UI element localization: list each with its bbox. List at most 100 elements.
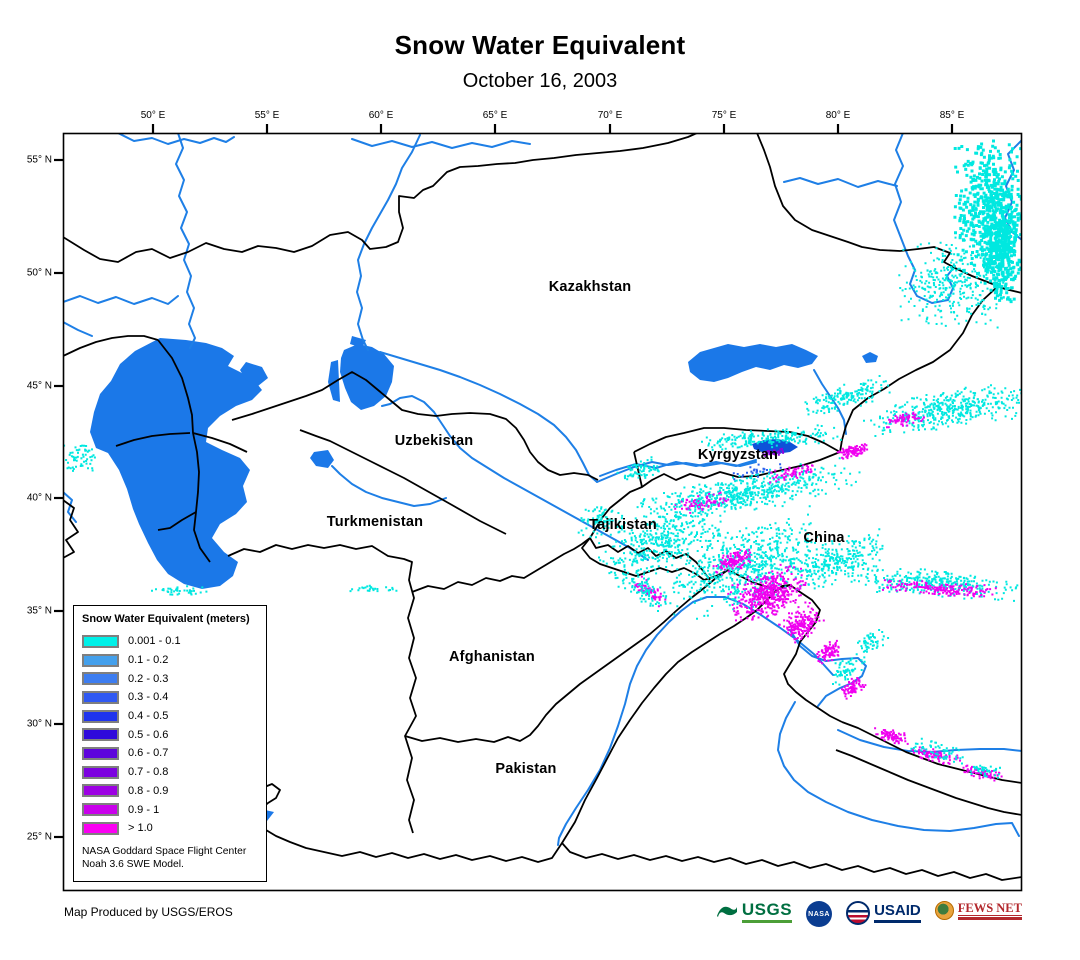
- snow-cluster-cyan: [349, 584, 398, 593]
- lon-label: 50° E: [140, 110, 166, 121]
- map-frame: [62, 132, 1023, 892]
- usgs-wave-icon: [716, 906, 737, 917]
- snow-cluster-magenta: [769, 464, 814, 484]
- country-label-uzbekistan: Uzbekistan: [394, 433, 474, 449]
- usaid-tagline-bar: [874, 920, 921, 923]
- snow-cluster-magenta: [874, 727, 909, 745]
- legend-row: 0.001 - 0.1: [82, 632, 260, 651]
- nasa-logo-text: NASA: [808, 910, 830, 918]
- legend-swatch: [82, 709, 119, 723]
- country-label-kyrgyzstan: Kyrgyzstan: [697, 447, 779, 463]
- snow-cluster-magenta: [962, 764, 1003, 782]
- logo-fewsnet: FEWS NET: [934, 901, 1022, 921]
- snow-cluster-cyan: [804, 375, 891, 416]
- snow-cluster-magenta: [634, 575, 667, 608]
- logo-strip: USGS NASA USAID FEWS NET: [716, 901, 1022, 927]
- legend-note-line2: Noah 3.6 SWE Model.: [82, 858, 184, 870]
- legend-range-label: 0.001 - 0.1: [128, 635, 181, 648]
- snow-cluster-purple: [762, 447, 785, 457]
- usaid-seal-icon: [846, 901, 871, 925]
- river: [599, 459, 757, 477]
- country-label-china: China: [803, 530, 845, 546]
- river: [381, 395, 649, 561]
- river: [117, 133, 235, 145]
- legend-note-line1: NASA Goddard Space Flight Center: [82, 845, 247, 857]
- legend-swatch: [82, 803, 119, 817]
- lat-label: 25° N: [26, 831, 52, 843]
- fewsnet-tagline-bar: [957, 917, 1022, 921]
- legend-range-label: 0.5 - 0.6: [128, 728, 169, 741]
- legend-row: 0.4 - 0.5: [82, 707, 260, 726]
- lat-label: 40° N: [26, 492, 52, 504]
- fewsnet-globe-icon: [934, 901, 954, 921]
- legend-swatch: [82, 690, 119, 704]
- country-border: [63, 499, 79, 559]
- legend-swatch: [82, 784, 119, 798]
- lat-label: 30° N: [26, 718, 52, 730]
- river: [379, 351, 598, 483]
- country-label-kazakhstan: Kazakhstan: [548, 279, 632, 295]
- snow-cluster-cyan: [979, 192, 1022, 304]
- snow-cluster-cyan: [622, 568, 676, 612]
- lake-aral-sea: [340, 344, 394, 410]
- legend-range-label: 0.2 - 0.3: [128, 672, 169, 685]
- lon-label: 55° E: [254, 110, 280, 121]
- snow-cluster-blue: [732, 463, 782, 481]
- legend-row: 0.1 - 0.2: [82, 651, 260, 670]
- lat-label: 55° N: [26, 154, 52, 166]
- snow-cluster-magenta: [911, 746, 961, 765]
- lon-label: 70° E: [597, 110, 623, 121]
- country-label-pakistan: Pakistan: [495, 761, 557, 777]
- snow-layer: [63, 139, 1022, 782]
- country-border: [157, 511, 197, 531]
- lat-label: 35° N: [26, 605, 52, 617]
- legend-title: Snow Water Equivalent (meters): [82, 613, 250, 625]
- page-subtitle: October 16, 2003: [462, 70, 618, 92]
- lat-label: 50° N: [26, 267, 52, 279]
- snow-cluster-cyan: [832, 653, 866, 686]
- lake-sarygamysh: [310, 450, 334, 468]
- lon-label: 65° E: [482, 110, 508, 121]
- map-layers: [63, 133, 1022, 881]
- lon-label: 75° E: [711, 110, 737, 121]
- river: [351, 138, 531, 149]
- river: [789, 629, 867, 707]
- country-border: [227, 544, 417, 834]
- lakes-layer: [90, 336, 878, 830]
- legend: Snow Water Equivalent (meters) 0.001 - 0…: [73, 605, 267, 882]
- legend-swatch: [82, 653, 119, 667]
- legend-swatch: [82, 728, 119, 742]
- snow-cluster-cyan: [666, 505, 830, 620]
- logo-nasa: NASA: [806, 901, 833, 927]
- country-border: [157, 339, 211, 563]
- legend-swatch: [82, 821, 119, 835]
- snow-cluster-cyan: [701, 424, 842, 451]
- lake-balkhash: [688, 344, 818, 382]
- snow-cluster-magenta: [712, 548, 752, 576]
- snow-cluster-cyan: [898, 236, 1012, 329]
- legend-range-label: 0.7 - 0.8: [128, 766, 169, 779]
- legend-swatch: [82, 672, 119, 686]
- country-border: [115, 432, 191, 447]
- snow-cluster-magenta: [886, 411, 925, 429]
- river: [175, 133, 196, 349]
- snow-cluster-cyan: [63, 444, 96, 472]
- river: [813, 369, 847, 435]
- country-border: [561, 584, 791, 844]
- country-border: [192, 432, 248, 453]
- river: [63, 321, 93, 337]
- country-border: [239, 781, 1022, 881]
- lon-label: 60° E: [368, 110, 394, 121]
- footer-credit: Map Produced by USGS/EROS: [64, 905, 233, 919]
- legend-range-label: 0.1 - 0.2: [128, 654, 169, 667]
- river: [777, 701, 1020, 837]
- snow-cluster-cyan: [577, 506, 626, 539]
- lake-caspian-sea: [90, 338, 262, 589]
- country-border: [63, 335, 159, 357]
- river: [331, 465, 447, 507]
- borders-layer: [63, 133, 1022, 881]
- snow-cluster-magenta: [674, 491, 730, 514]
- lake-alakol: [862, 352, 878, 363]
- legend-swatch: [82, 765, 119, 779]
